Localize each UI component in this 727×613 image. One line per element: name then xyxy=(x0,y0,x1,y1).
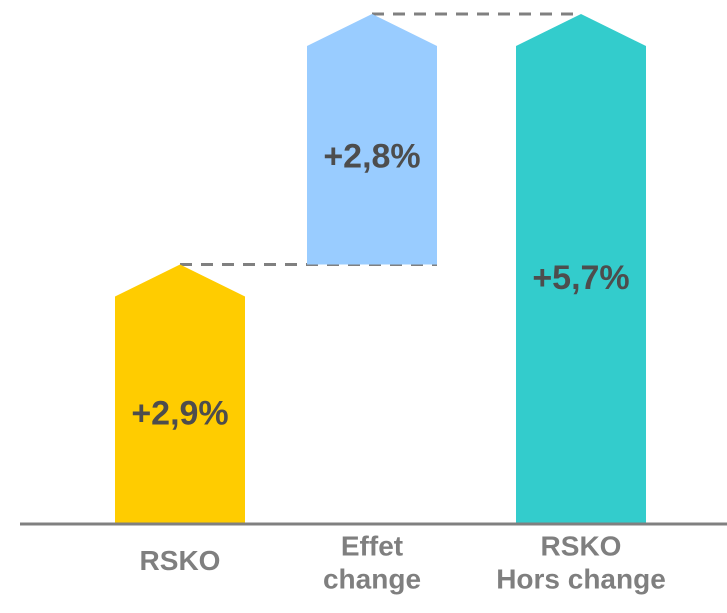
bar-data-labels: +2,9% +2,8% +5,7% xyxy=(131,137,629,432)
bar-2 xyxy=(307,14,437,265)
bars xyxy=(115,14,646,524)
bar-1 xyxy=(115,264,245,524)
category-label-3-line-2: Hors change xyxy=(496,564,666,595)
category-label-3-line-1: RSKO xyxy=(541,531,622,562)
category-label-2-line-1: Effet xyxy=(341,531,403,562)
category-label-2-line-2: change xyxy=(323,564,421,595)
bar-value-label-2: +2,8% xyxy=(323,137,420,175)
bar-3 xyxy=(516,14,646,524)
category-label-1-line-1: RSKO xyxy=(140,545,221,576)
bar-value-label-3: +5,7% xyxy=(532,259,629,297)
bar-value-label-1: +2,9% xyxy=(131,394,228,432)
